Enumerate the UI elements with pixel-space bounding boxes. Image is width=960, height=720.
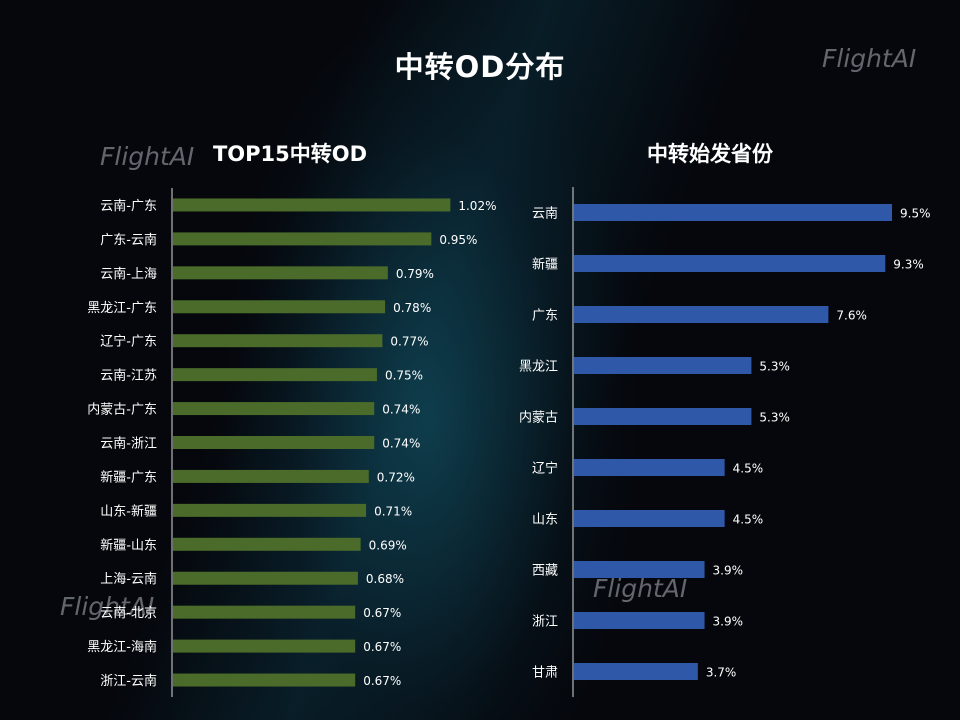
left-bar xyxy=(173,266,388,280)
watermark-right-center: FlightAI xyxy=(593,574,688,603)
right-category-label: 黑龙江 xyxy=(519,360,558,375)
right-category-label: 云南 xyxy=(532,206,558,222)
right-bar xyxy=(574,663,698,680)
left-bar xyxy=(173,232,432,246)
right-value-label: 9.5% xyxy=(900,207,931,221)
right-category-label: 广东 xyxy=(532,309,558,324)
right-value-label: 3.9% xyxy=(713,564,744,578)
right-bar xyxy=(574,561,705,578)
left-bar xyxy=(173,571,358,585)
left-bar xyxy=(173,469,369,483)
right-value-label: 9.3% xyxy=(893,258,924,272)
right-value-label: 4.5% xyxy=(733,513,764,527)
page-title: 中转OD分布 xyxy=(394,50,566,84)
left-value-label: 0.67% xyxy=(363,606,401,620)
right-category-label: 新疆 xyxy=(532,257,558,273)
right-bar xyxy=(574,459,725,476)
left-value-label: 0.69% xyxy=(369,538,407,552)
right-category-label: 西藏 xyxy=(532,564,558,579)
left-category-label: 云南-江苏 xyxy=(100,368,157,384)
left-category-label: 云南-浙江 xyxy=(100,436,157,452)
left-value-label: 0.74% xyxy=(382,437,420,451)
left-value-label: 1.02% xyxy=(458,199,496,213)
left-bar xyxy=(173,334,383,348)
left-value-label: 0.68% xyxy=(366,572,404,586)
left-value-label: 0.71% xyxy=(374,504,412,518)
left-category-label: 辽宁-广东 xyxy=(100,334,157,350)
right-bar xyxy=(574,408,752,425)
left-bar xyxy=(173,639,356,653)
watermark-left-bottom: FlightAI xyxy=(60,592,155,621)
right-chart-title: 中转始发省份 xyxy=(647,142,773,166)
left-bar xyxy=(173,673,356,687)
right-value-label: 5.3% xyxy=(759,360,790,374)
watermark-left-title: FlightAI xyxy=(100,142,195,171)
right-category-label: 山东 xyxy=(532,513,558,528)
left-value-label: 0.78% xyxy=(393,301,431,315)
left-bar xyxy=(173,503,367,517)
right-bar xyxy=(574,510,725,527)
left-chart-title: TOP15中转OD xyxy=(212,142,368,166)
left-category-label: 新疆-山东 xyxy=(100,537,157,553)
right-value-label: 5.3% xyxy=(759,411,790,425)
left-bar xyxy=(173,368,377,382)
left-value-label: 0.77% xyxy=(390,335,428,349)
right-value-label: 3.9% xyxy=(713,615,744,629)
right-bar xyxy=(574,612,705,629)
left-bar xyxy=(173,402,375,416)
left-value-label: 0.95% xyxy=(439,233,477,247)
left-bar xyxy=(173,300,386,314)
left-value-label: 0.67% xyxy=(363,640,401,654)
left-value-label: 0.74% xyxy=(382,403,420,417)
right-category-label: 甘肃 xyxy=(532,666,558,681)
left-category-label: 云南-北京 xyxy=(100,605,157,621)
right-bar xyxy=(574,255,886,272)
watermark-top-right: FlightAI xyxy=(822,44,917,73)
left-value-label: 0.72% xyxy=(377,470,415,484)
left-value-label: 0.75% xyxy=(385,369,423,383)
right-value-label: 4.5% xyxy=(733,462,764,476)
left-category-label: 黑龙江-广东 xyxy=(87,301,157,316)
left-value-label: 0.67% xyxy=(363,674,401,688)
left-category-label: 黑龙江-海南 xyxy=(87,639,157,655)
right-bar xyxy=(574,357,752,374)
left-category-label: 广东-云南 xyxy=(100,232,157,248)
left-value-label: 0.79% xyxy=(396,267,434,281)
right-bar xyxy=(574,204,892,221)
right-category-label: 辽宁 xyxy=(532,461,558,477)
left-category-label: 浙江-云南 xyxy=(100,673,157,689)
right-value-label: 3.7% xyxy=(706,666,737,680)
right-category-label: 浙江 xyxy=(532,615,558,630)
right-value-label: 7.6% xyxy=(836,309,867,323)
right-category-label: 内蒙古 xyxy=(519,410,558,426)
left-category-label: 云南-广东 xyxy=(100,198,157,214)
left-category-label: 云南-上海 xyxy=(100,266,157,282)
left-category-label: 上海-云南 xyxy=(100,571,157,587)
left-bar xyxy=(173,436,375,449)
left-category-label: 新疆-广东 xyxy=(100,469,157,485)
left-category-label: 山东-新疆 xyxy=(100,503,157,519)
left-bar xyxy=(173,537,361,551)
left-category-label: 内蒙古-广东 xyxy=(87,402,157,418)
left-bar xyxy=(173,198,451,212)
right-bar xyxy=(574,306,829,323)
left-bar xyxy=(173,605,356,619)
